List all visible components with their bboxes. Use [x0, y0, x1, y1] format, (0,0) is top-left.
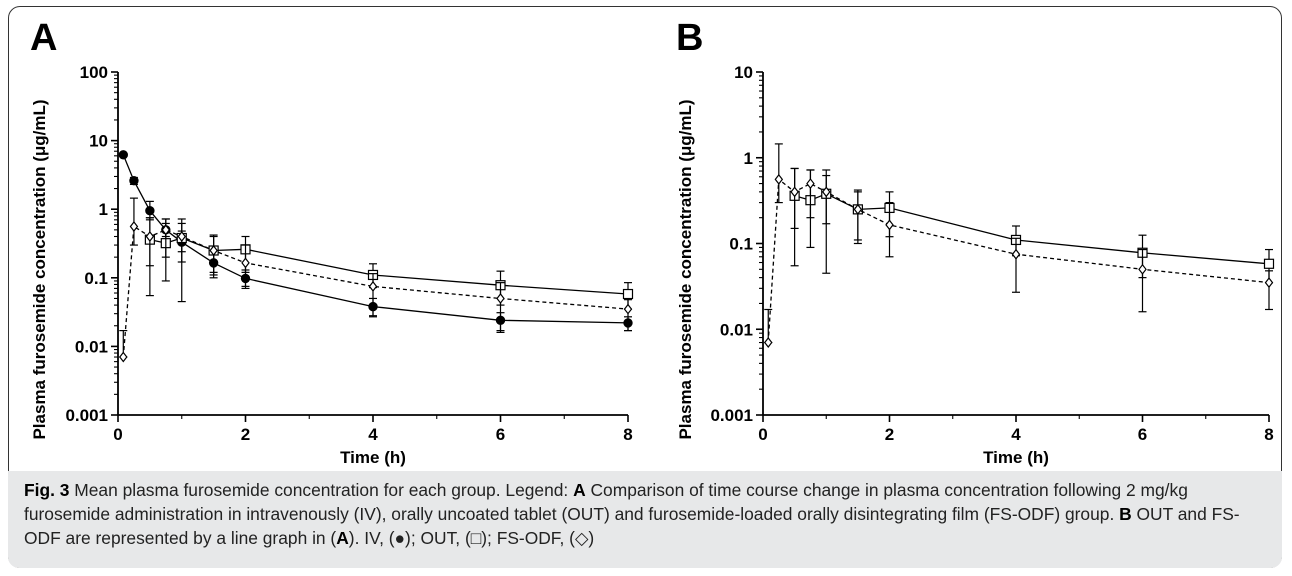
- series-line-diamond: [122, 225, 629, 358]
- caption-panel-b-label: B: [1119, 504, 1132, 524]
- data-point-circle: [145, 206, 155, 216]
- y-tick-label: 0.001: [65, 406, 108, 425]
- panel-letter: A: [30, 17, 57, 59]
- y-tick-label: 0.01: [720, 320, 753, 339]
- caption-panel-a-text: Comparison of time course change in plas…: [24, 480, 1188, 524]
- caption-legend-text: ). IV, (●); OUT, (□); FS-ODF, (◇): [348, 528, 595, 548]
- caption-panel-b-text: OUT and FS-ODF are represented by a line…: [24, 504, 1240, 548]
- series-line-circle: [122, 154, 629, 324]
- data-point-diamond: [623, 303, 633, 315]
- y-tick-label: 1: [99, 200, 108, 219]
- y-tick-label: 10: [734, 63, 753, 82]
- x-tick-label: 6: [496, 425, 505, 444]
- y-axis-title: Plasma furosemide concentration (μg/mL): [30, 99, 49, 439]
- data-point-square: [622, 288, 634, 300]
- data-point-diamond: [1138, 263, 1147, 275]
- data-point-diamond: [161, 224, 171, 236]
- data-point-diamond: [368, 280, 378, 292]
- x-tick-label: 4: [368, 425, 378, 444]
- y-axis-title: Plasma furosemide concentration (μg/mL): [676, 99, 695, 439]
- data-point-diamond: [853, 203, 863, 215]
- panel-letter: B: [676, 17, 703, 59]
- panel-a-chart: A 0.001 0.01 0.1 1 10 100 0 2 4 6 8 Time (h) Plasma f…: [30, 17, 634, 467]
- data-point-diamond: [821, 186, 831, 198]
- series-line-square: [794, 193, 1270, 265]
- data-point-square: [1263, 258, 1275, 269]
- caption-figure-label: Fig. 3: [24, 480, 70, 500]
- data-point-diamond: [774, 173, 784, 185]
- caption-panel-a-label: A: [573, 480, 586, 500]
- caption-panel-ref: A: [336, 528, 349, 548]
- y-tick-label: 0.1: [84, 269, 108, 288]
- data-point-diamond: [177, 231, 187, 242]
- caption-title: Mean plasma furosemide concentration for…: [69, 480, 574, 500]
- y-tick-label: 1: [744, 149, 753, 168]
- data-point-diamond: [885, 219, 894, 231]
- x-tick-label: 2: [241, 425, 250, 444]
- x-tick-label: 8: [1264, 425, 1273, 444]
- data-point-diamond: [790, 186, 799, 198]
- data-point-diamond: [129, 220, 139, 232]
- series-line-square: [149, 237, 629, 295]
- x-axis-title: Time (h): [340, 448, 406, 467]
- y-tick-label: 10: [89, 132, 108, 151]
- data-point-diamond: [119, 351, 128, 363]
- data-point-diamond: [209, 245, 218, 256]
- y-tick-label: 100: [80, 63, 108, 82]
- data-point-circle: [118, 150, 128, 160]
- data-point-diamond: [496, 292, 505, 304]
- data-point-diamond: [145, 231, 155, 242]
- data-point-diamond: [241, 257, 250, 269]
- y-tick-label: 0.001: [710, 406, 753, 425]
- x-tick-label: 4: [1011, 425, 1021, 444]
- data-point-diamond: [1011, 248, 1021, 260]
- x-tick-label: 2: [885, 425, 894, 444]
- data-point-circle: [129, 176, 139, 186]
- x-tick-label: 8: [623, 425, 632, 444]
- x-tick-label: 0: [113, 425, 122, 444]
- x-axis-title: Time (h): [983, 448, 1049, 467]
- y-tick-label: 0.01: [75, 337, 108, 356]
- data-point-diamond: [763, 337, 773, 349]
- panel-b-chart: B 0.001 0.01 0.1 1 10 0 2 4 6 8 Time (h) Plasma furo…: [676, 17, 1275, 467]
- y-tick-label: 0.1: [729, 235, 753, 254]
- data-point-diamond: [1264, 277, 1274, 289]
- x-tick-label: 0: [758, 425, 767, 444]
- series-line-diamond: [767, 178, 1270, 343]
- data-point-diamond: [806, 178, 815, 190]
- figure-caption: Fig. 3 Mean plasma furosemide concentrat…: [8, 471, 1282, 568]
- x-tick-label: 6: [1138, 425, 1147, 444]
